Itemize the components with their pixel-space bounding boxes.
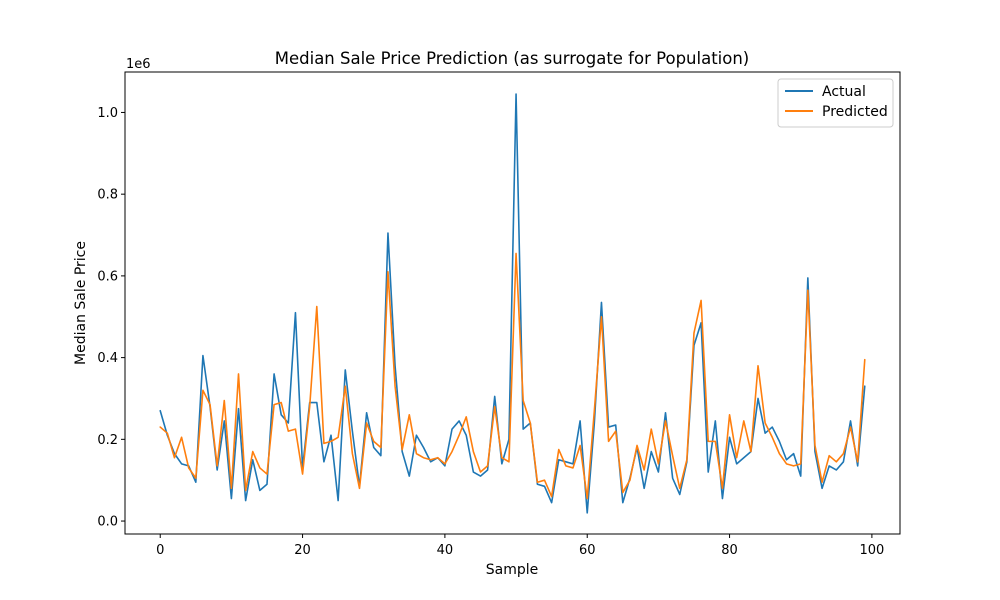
x-tick-label: 20 (294, 543, 311, 558)
series-line-actual (159, 93, 866, 514)
plot-area-frame (124, 71, 901, 535)
legend-label-predicted: Predicted (822, 104, 888, 120)
chart-title: Median Sale Price Prediction (as surroga… (275, 49, 750, 68)
x-tick-label: 0 (156, 543, 164, 558)
x-tick-label: 100 (859, 543, 884, 558)
x-axis-ticks: 0 20 40 60 80 100 (156, 534, 884, 558)
y-axis-scale-label: 1e6 (126, 57, 151, 72)
y-tick-label: 0.8 (97, 188, 118, 203)
y-tick-label: 0.6 (97, 269, 118, 284)
y-axis-title: Median Sale Price (73, 241, 89, 365)
series-line-predicted (159, 252, 866, 500)
x-tick-label: 40 (437, 543, 454, 558)
legend: Actual Predicted (777, 78, 894, 128)
y-tick-label: 0.2 (97, 433, 118, 448)
y-tick-label: 0.0 (97, 515, 118, 530)
y-axis-ticks: 0.0 0.2 0.4 0.6 0.8 1.0 (97, 106, 125, 530)
y-tick-label: 1.0 (97, 106, 118, 121)
x-tick-label: 60 (579, 543, 596, 558)
x-axis-title: Sample (486, 562, 539, 578)
y-tick-label: 0.4 (97, 351, 118, 366)
legend-label-actual: Actual (822, 84, 866, 100)
x-tick-label: 80 (721, 543, 738, 558)
plot-lines (159, 93, 866, 514)
